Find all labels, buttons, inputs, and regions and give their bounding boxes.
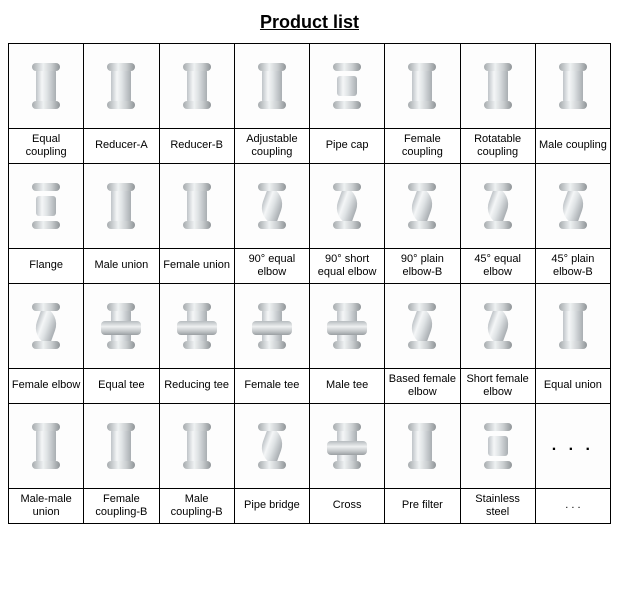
- product-label: Flange: [9, 249, 84, 284]
- product-image-cell: [9, 284, 84, 369]
- product-image-cell: [385, 44, 460, 129]
- product-image-cell: [84, 284, 159, 369]
- product-label: Pre filter: [385, 489, 460, 524]
- page-title: Product list: [8, 12, 611, 33]
- product-image-cell: [460, 404, 535, 489]
- product-image-cell: [460, 44, 535, 129]
- product-label: Reducing tee: [159, 369, 234, 404]
- product-grid: Equal couplingReducer-AReducer-BAdjustab…: [8, 43, 611, 524]
- fitting-icon: [327, 181, 367, 231]
- product-label: Male coupling-B: [159, 489, 234, 524]
- product-image-cell: [460, 164, 535, 249]
- product-image-cell: [234, 404, 309, 489]
- product-image-cell: [84, 164, 159, 249]
- product-label: Reducer-A: [84, 129, 159, 164]
- product-image-cell: [234, 284, 309, 369]
- product-label: Male coupling: [535, 129, 610, 164]
- fitting-icon: [327, 61, 367, 111]
- fitting-icon: [553, 181, 593, 231]
- product-label: Female union: [159, 249, 234, 284]
- fitting-icon: [101, 421, 141, 471]
- fitting-icon: [252, 301, 292, 351]
- fitting-icon: [252, 61, 292, 111]
- product-image-cell: [535, 164, 610, 249]
- product-label: Female coupling-B: [84, 489, 159, 524]
- product-label: . . .: [535, 489, 610, 524]
- product-image-cell: [460, 284, 535, 369]
- product-label: Short female elbow: [460, 369, 535, 404]
- fitting-icon: [101, 61, 141, 111]
- fitting-icon: [402, 61, 442, 111]
- product-image-cell: [535, 284, 610, 369]
- fitting-icon: [26, 181, 66, 231]
- fitting-icon: [478, 301, 518, 351]
- fitting-icon: [553, 301, 593, 351]
- product-image-cell: [84, 404, 159, 489]
- product-label: Male union: [84, 249, 159, 284]
- fitting-icon: [252, 421, 292, 471]
- product-label: 45° equal elbow: [460, 249, 535, 284]
- product-image-cell: [234, 164, 309, 249]
- fitting-icon: [327, 301, 367, 351]
- fitting-icon: [101, 301, 141, 351]
- product-label: 90° equal elbow: [234, 249, 309, 284]
- product-image-cell: [385, 284, 460, 369]
- product-image-cell: [159, 164, 234, 249]
- product-label: Female elbow: [9, 369, 84, 404]
- product-image-cell: [159, 44, 234, 129]
- product-label: Adjustable coupling: [234, 129, 309, 164]
- product-image-cell: [385, 404, 460, 489]
- product-label: Male-male union: [9, 489, 84, 524]
- product-image-cell: [84, 44, 159, 129]
- product-image-cell: [159, 404, 234, 489]
- product-label: Cross: [310, 489, 385, 524]
- fitting-icon: [26, 61, 66, 111]
- product-label: Pipe cap: [310, 129, 385, 164]
- fitting-icon: [177, 421, 217, 471]
- product-image-cell: [234, 44, 309, 129]
- product-label: Rotatable coupling: [460, 129, 535, 164]
- fitting-icon: [327, 421, 367, 471]
- fitting-icon: [26, 301, 66, 351]
- product-image-cell: [535, 44, 610, 129]
- product-image-cell: [9, 44, 84, 129]
- product-image-cell: [385, 164, 460, 249]
- product-label: 45° plain elbow-B: [535, 249, 610, 284]
- product-label: Equal tee: [84, 369, 159, 404]
- product-label: Female tee: [234, 369, 309, 404]
- product-label: 90° plain elbow-B: [385, 249, 460, 284]
- fitting-icon: [478, 181, 518, 231]
- fitting-icon: [402, 421, 442, 471]
- product-label: Equal union: [535, 369, 610, 404]
- product-image-cell: [9, 164, 84, 249]
- product-image-cell: [310, 164, 385, 249]
- product-label: Reducer-B: [159, 129, 234, 164]
- fitting-icon: [101, 181, 141, 231]
- product-image-cell: [310, 44, 385, 129]
- product-image-cell: [310, 404, 385, 489]
- fitting-icon: [402, 181, 442, 231]
- fitting-icon: [402, 301, 442, 351]
- product-image-cell: . . .: [535, 404, 610, 489]
- fitting-icon: [252, 181, 292, 231]
- fitting-icon: [553, 61, 593, 111]
- product-image-cell: [9, 404, 84, 489]
- product-label: 90° short equal elbow: [310, 249, 385, 284]
- fitting-icon: [478, 61, 518, 111]
- product-label: Female coupling: [385, 129, 460, 164]
- product-label: Stainless steel: [460, 489, 535, 524]
- fitting-icon: [177, 301, 217, 351]
- ellipsis-icon: . . .: [538, 436, 608, 455]
- product-image-cell: [159, 284, 234, 369]
- fitting-icon: [177, 61, 217, 111]
- product-image-cell: [310, 284, 385, 369]
- product-label: Based female elbow: [385, 369, 460, 404]
- fitting-icon: [26, 421, 66, 471]
- fitting-icon: [177, 181, 217, 231]
- product-label: Equal coupling: [9, 129, 84, 164]
- product-label: Pipe bridge: [234, 489, 309, 524]
- fitting-icon: [478, 421, 518, 471]
- product-label: Male tee: [310, 369, 385, 404]
